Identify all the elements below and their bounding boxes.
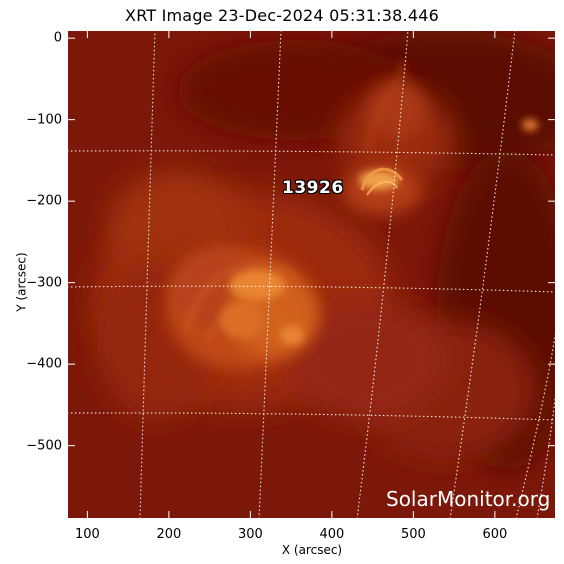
solarmonitor-watermark: SolarMonitor.org xyxy=(386,487,551,511)
x-axis-label: X (arcsec) xyxy=(281,543,343,557)
axes-frame xyxy=(67,30,556,519)
x-tick-label: 600 xyxy=(482,527,508,542)
x-tick-label: 200 xyxy=(156,527,182,542)
solar-image-plot xyxy=(67,30,556,519)
y-tick-label: −200 xyxy=(26,193,62,209)
y-tick-label: 0 xyxy=(53,30,62,46)
x-tick-label: 100 xyxy=(74,527,100,542)
image-title: XRT Image 23-Dec-2024 05:31:38.446 xyxy=(125,6,439,25)
y-tick-label: −100 xyxy=(26,112,62,128)
y-tick-label: −300 xyxy=(26,275,62,291)
active-region-label: 13926 xyxy=(282,178,344,198)
y-tick-label: −500 xyxy=(26,438,62,454)
x-tick-label: 500 xyxy=(400,527,426,542)
x-tick-label: 300 xyxy=(237,527,263,542)
heliographic-grid xyxy=(67,30,556,519)
x-tick-label: 400 xyxy=(319,527,345,542)
solar-corona-image xyxy=(67,30,556,519)
axis-ticks xyxy=(67,30,556,519)
y-tick-label: −400 xyxy=(26,356,62,372)
